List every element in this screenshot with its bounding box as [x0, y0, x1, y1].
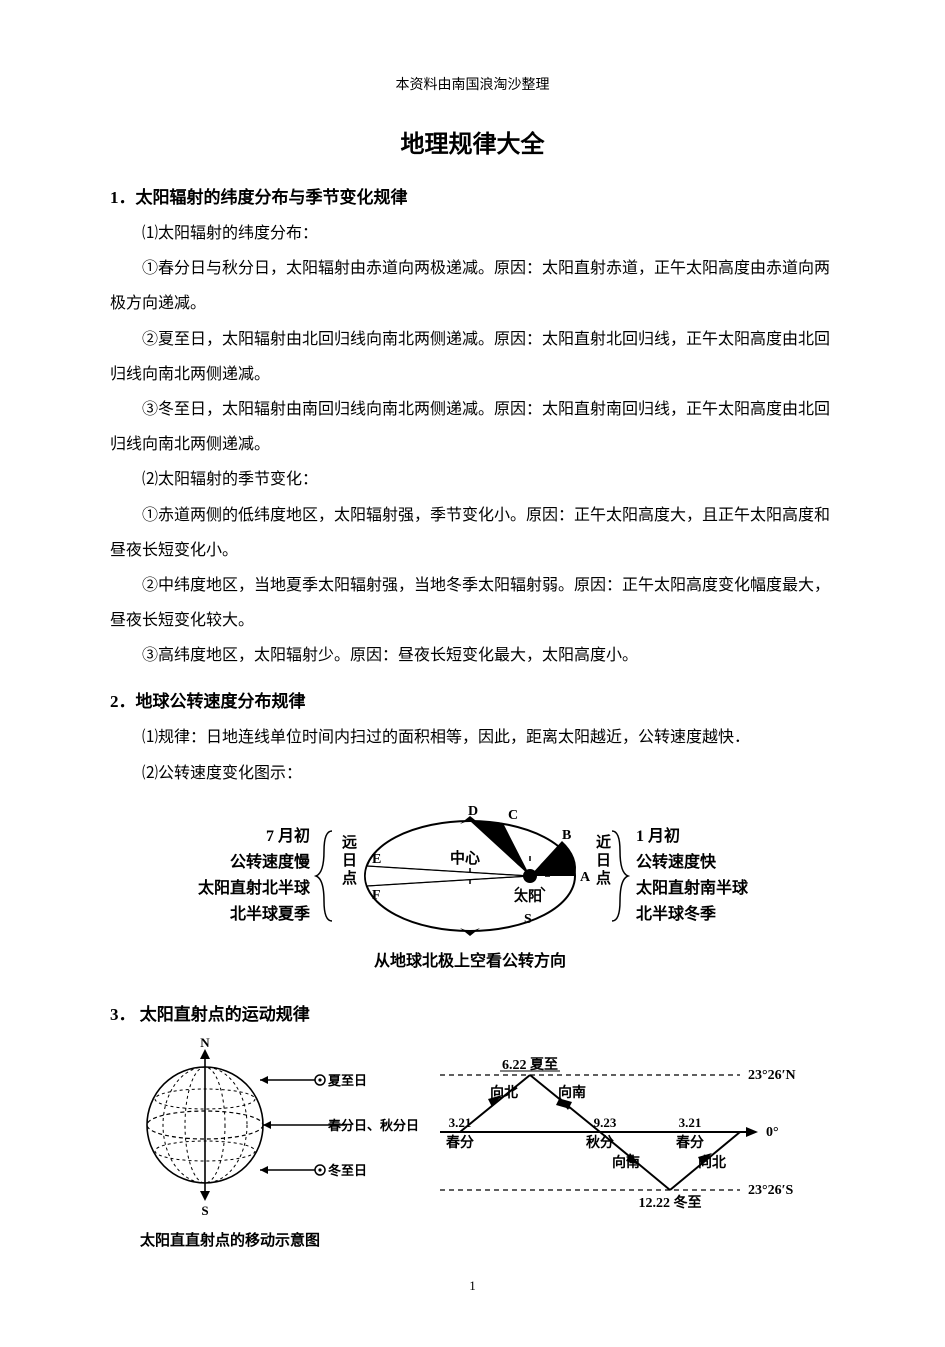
orbit-arrow-bottom: [460, 928, 480, 936]
section-1-p6: ①赤道两侧的低纬度地区，太阳辐射强，季节变化小。原因：正午太阳高度大，且正午太阳…: [110, 498, 835, 568]
orbit-near-point-char2: 点: [596, 870, 611, 887]
orbit-right-label-2: 太阳直射南半球: [635, 878, 749, 897]
orbit-point-s: S: [524, 912, 532, 927]
wave-lat-top: 23°26′N: [748, 1068, 796, 1083]
wave-321a: 3.21: [449, 1115, 472, 1130]
section-2-p1: ⑴规律：日地连线单位时间内扫过的面积相等，因此，距离太阳越近，公转速度越快．: [110, 720, 835, 755]
orbit-point-e: E: [372, 852, 381, 867]
orbit-center-label: 中心: [450, 849, 480, 867]
orbit-point-b: B: [562, 828, 571, 843]
wave-lat-mid: 0°: [766, 1125, 779, 1140]
section-3-heading: 3． 太阳直射点的运动规律: [110, 1000, 835, 1025]
orbit-svg: 7 月初 公转速度慢 太阳直射北半球 北半球夏季 远 日 点: [110, 801, 830, 981]
wave-dir-n2: 向北: [698, 1154, 726, 1171]
section-1-p1: ⑴太阳辐射的纬度分布：: [110, 216, 835, 251]
orbit-wedge-ab: [530, 841, 576, 876]
wave-1222: 12.22 冬至: [639, 1194, 702, 1211]
wave-dir-s2: 向南: [612, 1154, 640, 1171]
orbit-left-label-2: 太阳直射北半球: [197, 878, 311, 897]
orbit-left-label-3: 北半球夏季: [230, 904, 311, 923]
wave-dir-s1: 向南: [558, 1084, 586, 1101]
section-1-p4: ③冬至日，太阳辐射由南回归线向南北两侧递减。原因：太阳直射南回归线，正午太阳高度…: [110, 392, 835, 462]
document-title: 地理规律大全: [110, 124, 835, 159]
orbit-sun-label: 太阳: [514, 888, 542, 905]
orbit-brace-left: [316, 831, 332, 921]
orbit-figure: 7 月初 公转速度慢 太阳直射北半球 北半球夏季 远 日 点: [110, 801, 835, 986]
section-1-heading: 1．太阳辐射的纬度分布与季节变化规律: [110, 183, 835, 208]
orbit-wedge-ef: [365, 866, 530, 886]
orbit-brace-right: [612, 831, 628, 921]
orbit-wedge-cd: [470, 821, 530, 876]
globe-s-label: S: [201, 1203, 208, 1218]
subsolar-figure: N S 夏至日 春分日、秋分日: [110, 1035, 835, 1225]
orbit-point-f: F: [372, 888, 381, 903]
orbit-right-label-3: 北半球冬季: [636, 904, 717, 923]
orbit-right-label-1: 公转速度快: [636, 852, 717, 871]
document-page: 本资料由南国浪淘沙整理 地理规律大全 1．太阳辐射的纬度分布与季节变化规律 ⑴太…: [0, 0, 945, 1347]
wave-923: 9.23: [594, 1115, 617, 1130]
orbit-point-c: C: [508, 808, 518, 823]
section-1-p3: ②夏至日，太阳辐射由北回归线向南北两侧递减。原因：太阳直射北回归线，正午太阳高度…: [110, 322, 835, 392]
section-1-p7: ②中纬度地区，当地夏季太阳辐射强，当地冬季太阳辐射弱。原因：正午太阳高度变化幅度…: [110, 568, 835, 638]
section-1-p5: ⑵太阳辐射的季节变化：: [110, 462, 835, 497]
orbit-left-label-0: 7 月初: [266, 826, 310, 845]
subsolar-svg: N S 夏至日 春分日、秋分日: [110, 1035, 830, 1220]
orbit-far-point-char1: 日: [342, 852, 357, 869]
subsolar-wave: 6.22 夏至 3.21 春分 9.23 秋分 3.21 春分 12.22 冬至…: [440, 1056, 796, 1211]
orbit-caption: 从地球北极上空看公转方向: [374, 951, 566, 970]
subsolar-caption: 太阳直直射点的移动示意图: [110, 1229, 835, 1250]
orbit-near-point-char0: 近: [596, 833, 611, 851]
globe-n-label: N: [200, 1035, 210, 1050]
globe-winter-label: 冬至日: [328, 1163, 367, 1178]
orbit-point-a: A: [580, 870, 591, 885]
orbit-far-point-char2: 点: [342, 870, 357, 887]
section-1-p8: ③高纬度地区，太阳辐射少。原因：昼夜长短变化最大，太阳高度小。: [110, 638, 835, 673]
wave-622: 6.22 夏至: [502, 1056, 558, 1073]
wave-autumn: 秋分: [586, 1134, 614, 1151]
globe-summer-label: 夏至日: [327, 1073, 367, 1088]
section-2-p2: ⑵公转速度变化图示：: [110, 756, 835, 791]
wave-spring-b: 春分: [675, 1134, 704, 1151]
header-note: 本资料由南国浪淘沙整理: [110, 74, 835, 94]
orbit-right-label-0: 1 月初: [636, 826, 680, 845]
wave-321b: 3.21: [679, 1115, 702, 1130]
wave-spring-a: 春分: [445, 1134, 474, 1151]
orbit-left-label-1: 公转速度慢: [230, 852, 311, 871]
page-number: 1: [110, 1278, 835, 1294]
section-1-p2: ①春分日与秋分日，太阳辐射由赤道向两极递减。原因：太阳直射赤道，正午太阳高度由赤…: [110, 251, 835, 321]
orbit-point-d: D: [468, 804, 478, 819]
wave-lat-bot: 23°26′S: [748, 1183, 794, 1198]
orbit-far-point-char0: 远: [342, 834, 357, 851]
globe-equinox-label: 春分日、秋分日: [327, 1118, 419, 1133]
globe-icon: N S: [147, 1035, 345, 1218]
orbit-near-point-char1: 日: [596, 852, 611, 869]
wave-dir-n1: 向北: [490, 1084, 518, 1101]
section-2-heading: 2．地球公转速度分布规律: [110, 687, 835, 712]
